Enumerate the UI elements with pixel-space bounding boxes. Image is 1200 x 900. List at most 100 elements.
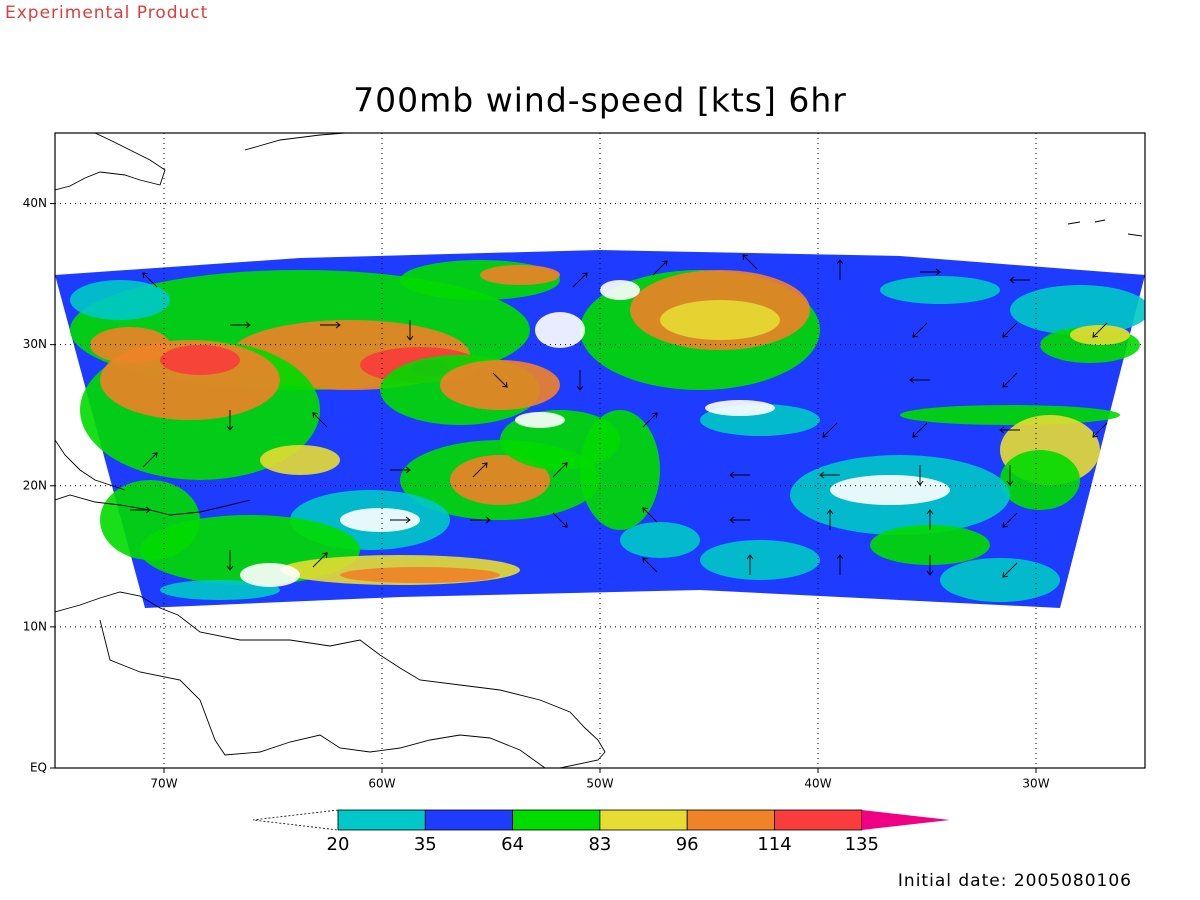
wind-arrow [390, 516, 411, 524]
lat-tick-label: EQ [30, 761, 47, 775]
wind-speed-region [940, 558, 1060, 602]
wind-arrow [1002, 512, 1018, 528]
wind-speed-region [600, 280, 640, 300]
wind-arrow [819, 471, 840, 479]
lon-tick-label: 30W [1022, 777, 1049, 791]
colorbar-label: 20 [327, 834, 350, 855]
wind-arrow [909, 376, 930, 384]
coastline [1067, 219, 1143, 237]
wind-arrow [406, 320, 414, 341]
wind-arrow [916, 465, 924, 486]
wind-speed-region [660, 300, 780, 340]
wind-speed-region [900, 405, 1120, 425]
colorbar-label: 135 [845, 834, 879, 855]
lon-tick-label: 50W [586, 777, 613, 791]
wind-arrow [836, 554, 844, 575]
coastline [55, 133, 166, 191]
wind-speed-region [240, 563, 300, 587]
wind-arrow [926, 555, 934, 576]
wind-speed-region [515, 412, 565, 428]
wind-speed-region [620, 522, 700, 558]
wind-arrow [470, 516, 491, 524]
wind-arrow [642, 412, 658, 428]
initial-date: Initial date: 2005080106 [898, 871, 1132, 891]
wind-arrow [836, 259, 844, 280]
wind-speed-region [160, 580, 280, 600]
coastline [55, 439, 126, 491]
experimental-note: Experimental Product [5, 3, 208, 23]
wind-arrow [729, 516, 750, 524]
wind-speed-region [70, 280, 170, 320]
colorbar-box [512, 809, 601, 831]
wind-arrow [1092, 422, 1108, 438]
wind-arrow [226, 550, 234, 571]
coastline [55, 591, 606, 768]
colorbar-box [337, 809, 426, 831]
wind-arrow [652, 260, 668, 276]
wind-speed-region [340, 508, 420, 532]
wind-arrow [1002, 562, 1018, 578]
map-frame [54, 132, 1146, 769]
wind-arrow [390, 466, 411, 474]
coastlines [55, 133, 1143, 768]
wind-speed-region [1070, 325, 1130, 345]
wind-arrow [826, 509, 834, 530]
wind-arrow [142, 452, 158, 468]
wind-arrow [552, 512, 568, 528]
wind-speed-region [480, 265, 560, 285]
wind-arrow [230, 321, 251, 329]
colorbar-label: 96 [676, 834, 699, 855]
wind-speed-region [450, 455, 550, 505]
wind-speed-region [100, 480, 200, 560]
colorbar-label: 35 [414, 834, 437, 855]
wind-arrow [552, 462, 568, 478]
wind-speed-region [440, 360, 560, 410]
wind-arrow [999, 426, 1020, 434]
wind-arrow [1002, 322, 1018, 338]
wind-arrow [912, 322, 928, 338]
colorbar-label: 114 [757, 834, 791, 855]
lat-tick-label: 40N [23, 196, 47, 210]
colorbar-high-end [861, 810, 950, 830]
colorbar-label: 64 [501, 834, 524, 855]
wind-speed-region [1000, 450, 1080, 510]
colorbar-label: 83 [588, 834, 611, 855]
wind-field [55, 250, 1145, 608]
colorbar-box [774, 809, 863, 831]
coastline [55, 494, 251, 516]
wind-arrow [642, 507, 658, 523]
wind-arrow [1006, 465, 1014, 486]
wind-arrow [1092, 322, 1108, 338]
lon-tick-label: 60W [368, 777, 395, 791]
wind-speed-region [870, 525, 990, 565]
wind-arrow [312, 412, 328, 428]
wind-arrow [926, 509, 934, 530]
wind-speed-region [535, 312, 585, 348]
wind-arrow [312, 552, 328, 568]
wind-arrow [492, 372, 508, 388]
wind-speed-region [700, 540, 820, 580]
colorbar-box [686, 809, 775, 831]
wind-arrow [642, 557, 658, 573]
wind-arrow [1009, 276, 1030, 284]
wind-arrow [920, 268, 941, 276]
lon-tick-label: 70W [150, 777, 177, 791]
wind-arrow [822, 422, 838, 438]
wind-arrow [1002, 372, 1018, 388]
map-title: 700mb wind-speed [kts] 6hr [353, 81, 847, 120]
colorbar-box [424, 809, 513, 831]
wind-speed-region [830, 475, 950, 505]
wind-speed-region [880, 276, 1000, 304]
wind-arrow [572, 272, 588, 288]
lat-tick-label: 10N [23, 619, 47, 633]
wind-speed-region [705, 400, 775, 416]
wind-arrow [320, 321, 341, 329]
wind-speed-region [340, 567, 500, 583]
wind-arrow [729, 471, 750, 479]
wind-speed-region [1010, 285, 1145, 335]
coastline [99, 619, 546, 768]
wind-arrow [742, 254, 758, 270]
lat-tick-label: 30N [23, 337, 47, 351]
coastline [244, 133, 346, 151]
